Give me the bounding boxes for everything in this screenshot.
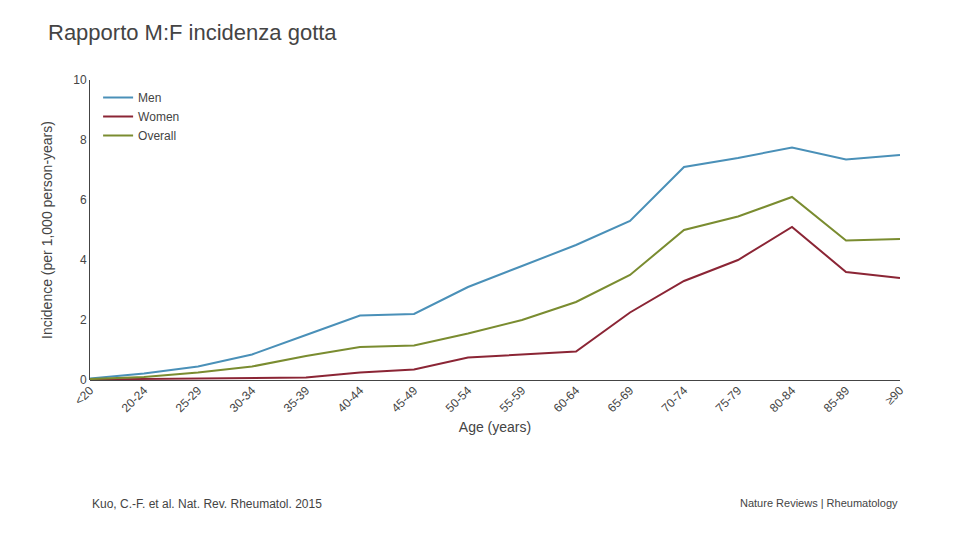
- svg-text:30-34: 30-34: [227, 383, 259, 415]
- svg-text:8: 8: [80, 133, 87, 147]
- svg-text:Men: Men: [138, 91, 161, 105]
- svg-text:Nature Reviews | Rheumatology: Nature Reviews | Rheumatology: [740, 497, 898, 509]
- svg-text:4: 4: [80, 253, 87, 267]
- svg-text:25-29: 25-29: [173, 383, 205, 415]
- svg-text:Age (years): Age (years): [459, 419, 531, 435]
- svg-text:2: 2: [80, 313, 87, 327]
- svg-text:70-74: 70-74: [659, 383, 691, 415]
- svg-text:40-44: 40-44: [335, 383, 367, 415]
- svg-text:10: 10: [73, 73, 87, 87]
- svg-text:≥90: ≥90: [882, 383, 906, 407]
- svg-text:75-79: 75-79: [713, 383, 745, 415]
- svg-text:Incidence (per 1,000 person-ye: Incidence (per 1,000 person-years): [39, 121, 55, 339]
- svg-text:80-84: 80-84: [767, 383, 799, 415]
- svg-text:65-69: 65-69: [605, 383, 637, 415]
- svg-text:50-54: 50-54: [443, 383, 475, 415]
- svg-text:60-64: 60-64: [551, 383, 583, 415]
- svg-text:Rapporto M:F incidenza gotta: Rapporto M:F incidenza gotta: [48, 20, 337, 45]
- svg-text:45-49: 45-49: [389, 383, 421, 415]
- svg-text:Women: Women: [138, 110, 179, 124]
- svg-text:6: 6: [80, 193, 87, 207]
- svg-text:0: 0: [80, 373, 87, 387]
- svg-text:20-24: 20-24: [119, 383, 151, 415]
- svg-text:<20: <20: [72, 383, 97, 408]
- svg-text:55-59: 55-59: [497, 383, 529, 415]
- svg-text:35-39: 35-39: [281, 383, 313, 415]
- svg-text:Kuo, C.-F. et al. Nat. Rev. Rh: Kuo, C.-F. et al. Nat. Rev. Rheumatol. 2…: [92, 497, 322, 511]
- svg-text:Overall: Overall: [138, 129, 176, 143]
- svg-text:85-89: 85-89: [821, 383, 853, 415]
